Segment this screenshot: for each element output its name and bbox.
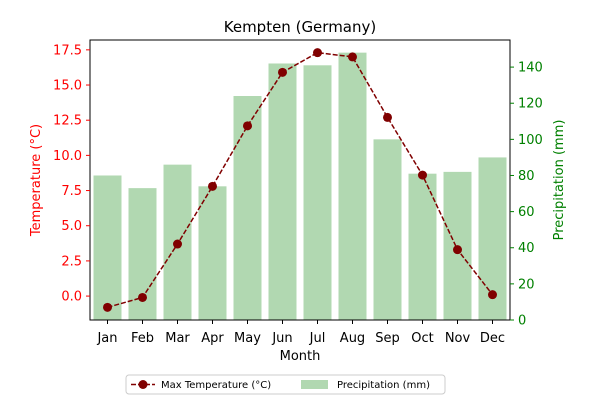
x-tick-label-dec: Dec (480, 331, 505, 346)
precip-bar-oct (408, 173, 437, 320)
x-tick-label-jun: Jun (271, 331, 292, 346)
precip-bar-apr (198, 186, 227, 320)
temperature-point-sep (383, 112, 392, 122)
y-right-tick-label: 0 (518, 314, 526, 329)
plot-frame (89, 39, 511, 321)
y-right-tick-label: 100 (518, 133, 543, 148)
legend-line-marker (138, 380, 148, 389)
y-right-tick-label: 20 (518, 277, 535, 292)
legend-label-temperature: Max Temperature (°C) (161, 380, 271, 391)
temperature-point-jan (103, 302, 112, 312)
y-left-tick-label: 15.0 (53, 79, 82, 94)
x-tick-label-may: May (234, 331, 261, 346)
precip-bar-jul (303, 65, 332, 321)
y-axis-left-label: Temperature (°C) (29, 124, 44, 237)
x-axis-label: Month (280, 349, 321, 364)
y-right-tick-label: 80 (518, 169, 535, 184)
temperature-point-may (243, 121, 252, 131)
x-tick-label-jul: Jul (309, 331, 326, 346)
precip-bar-aug (338, 52, 367, 320)
y-left-tick-label: 10.0 (53, 149, 82, 164)
y-axis-right-label: Precipitation (mm) (552, 120, 567, 241)
y-right-tick-label: 60 (518, 205, 535, 220)
precip-bar-sep (373, 139, 402, 320)
y-right-tick-label: 40 (518, 241, 535, 256)
y-left-tick-label: 7.5 (61, 184, 82, 199)
x-tick-label-feb: Feb (131, 331, 154, 346)
x-tick-label-nov: Nov (445, 331, 471, 346)
legend-bar-swatch (301, 380, 328, 389)
temperature-point-dec (488, 290, 497, 300)
chart-title: Kempten (Germany) (224, 18, 376, 36)
temperature-point-nov (453, 245, 462, 255)
x-tick-label-aug: Aug (340, 331, 365, 346)
y-left-tick-label: 0.0 (61, 290, 82, 305)
legend-label-precipitation: Precipitation (mm) (337, 380, 430, 391)
temperature-point-apr (208, 181, 217, 191)
temperature-line (107, 51, 494, 309)
x-tick-label-sep: Sep (375, 331, 400, 346)
temperature-point-jul (313, 48, 322, 58)
precip-bar-jun (268, 63, 297, 320)
y-left-tick-label: 5.0 (61, 219, 82, 234)
y-left-tick-label: 12.5 (53, 114, 82, 129)
temperature-point-aug (348, 52, 357, 62)
precip-bar-may (233, 96, 262, 320)
legend-frame (125, 374, 446, 395)
y-right-tick-label: 120 (518, 97, 543, 112)
temperature-point-jun (278, 67, 287, 77)
x-tick-label-apr: Apr (201, 331, 224, 346)
legend: Max Temperature (°C) Precipitation (mm) (125, 374, 446, 395)
y-left-tick-label: 17.5 (53, 43, 82, 58)
x-tick-label-oct: Oct (411, 331, 433, 346)
temperature-point-feb (138, 292, 147, 302)
temperature-point-oct (418, 170, 427, 180)
x-tick-label-jan: Jan (96, 331, 117, 346)
y-left-tick-label: 2.5 (61, 254, 82, 269)
x-tick-label-mar: Mar (165, 331, 190, 346)
precip-bar-jan (93, 175, 122, 320)
temperature-point-mar (173, 239, 182, 249)
y-right-tick-label: 140 (518, 61, 543, 76)
